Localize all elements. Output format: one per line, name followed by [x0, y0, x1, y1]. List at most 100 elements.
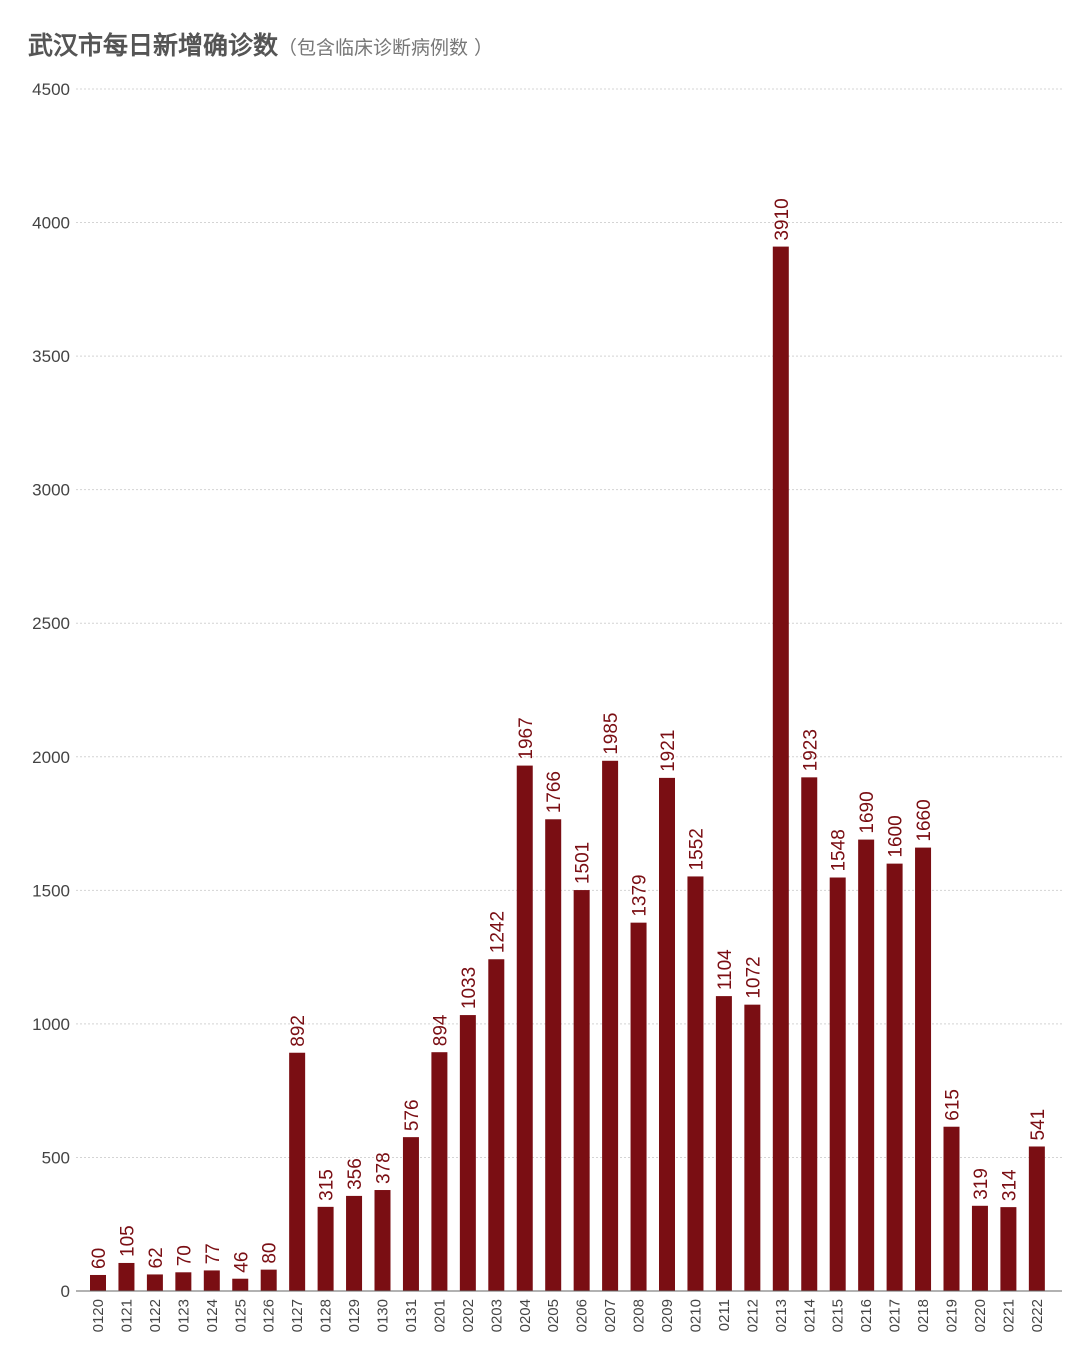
x-tick-label: 0127 [289, 1299, 306, 1332]
bars [90, 246, 1045, 1291]
data-label: 319 [971, 1168, 992, 1200]
bar [90, 1274, 106, 1291]
x-tick-label: 0123 [175, 1299, 192, 1332]
x-axis-ticks: 0120 0121 0122 0123 0124 0125 0126 0127 0128 0129… [90, 1299, 1046, 1332]
bar [118, 1262, 135, 1291]
data-label: 62 [146, 1247, 167, 1268]
bar [630, 922, 647, 1291]
x-tick-label: 0205 [545, 1299, 562, 1332]
data-label: 1600 [886, 815, 907, 857]
data-label: 541 [1028, 1109, 1049, 1141]
bar [915, 847, 932, 1291]
data-label: 1501 [573, 842, 594, 884]
chart-title: 武汉市每日新增确诊数 [28, 31, 279, 60]
y-tick-label: 2500 [32, 614, 70, 633]
bar [943, 1126, 960, 1291]
data-label: 615 [943, 1089, 964, 1121]
data-label: 1379 [630, 874, 651, 916]
bar [317, 1206, 334, 1291]
y-tick-label: 1000 [32, 1015, 70, 1034]
bar [346, 1195, 363, 1291]
x-tick-label: 0204 [517, 1299, 534, 1332]
data-label: 315 [317, 1169, 338, 1201]
bar [232, 1278, 249, 1291]
x-tick-label: 0210 [687, 1299, 704, 1332]
y-tick-label: 3000 [32, 481, 70, 500]
data-label: 1967 [516, 717, 537, 759]
data-label: 1985 [601, 713, 622, 755]
data-label: 46 [231, 1252, 252, 1273]
data-label: 3910 [772, 198, 793, 240]
y-tick-label: 4000 [32, 214, 70, 233]
data-label: 77 [203, 1243, 224, 1264]
x-tick-label: 0207 [602, 1299, 619, 1332]
bar [971, 1205, 988, 1291]
data-label: 1548 [829, 829, 850, 871]
data-label: 80 [260, 1242, 281, 1263]
y-tick-label: 3500 [32, 347, 70, 366]
x-tick-label: 0206 [574, 1299, 591, 1332]
data-label: 1690 [857, 791, 878, 833]
data-label: 576 [402, 1099, 423, 1131]
x-tick-label: 0120 [90, 1299, 107, 1332]
x-tick-label: 0222 [1029, 1299, 1046, 1332]
y-tick-label: 500 [42, 1148, 70, 1167]
bar [402, 1137, 419, 1291]
x-tick-label: 0201 [431, 1299, 448, 1332]
bar [260, 1269, 277, 1291]
x-tick-label: 0211 [716, 1299, 733, 1331]
bar [715, 996, 732, 1291]
x-tick-label: 0216 [858, 1299, 875, 1332]
x-tick-label: 0121 [118, 1299, 135, 1332]
bar [1000, 1207, 1017, 1291]
bar [488, 959, 505, 1291]
chart-title-block: 武汉市每日新增确诊数（包含临床诊断病例数 ） [28, 26, 493, 62]
bar [829, 877, 846, 1291]
x-tick-label: 0126 [261, 1299, 278, 1332]
data-labels: 60 105 62 70 77 46 80 892 315 356 378 576 894 1033 124… [89, 198, 1049, 1272]
x-tick-label: 0220 [972, 1299, 989, 1332]
data-label: 378 [374, 1152, 395, 1184]
bar [431, 1052, 448, 1291]
y-tick-label: 4500 [32, 80, 70, 99]
data-label: 894 [430, 1014, 451, 1046]
bar [459, 1015, 476, 1291]
bar [289, 1052, 306, 1291]
bar [801, 777, 818, 1291]
bar [516, 765, 533, 1291]
x-tick-label: 0130 [375, 1299, 392, 1332]
data-label: 1766 [544, 771, 565, 813]
bar [772, 246, 789, 1291]
bar [146, 1274, 163, 1291]
x-tick-label: 0221 [1000, 1299, 1017, 1332]
data-label: 1660 [914, 799, 935, 841]
bar [545, 819, 562, 1291]
bar [175, 1272, 192, 1291]
bar [744, 1004, 761, 1291]
bar [602, 760, 619, 1291]
data-label: 70 [174, 1245, 195, 1266]
x-tick-label: 0122 [147, 1299, 164, 1332]
bar [659, 777, 675, 1291]
bar [374, 1190, 391, 1291]
data-label: 892 [288, 1015, 309, 1047]
data-label: 314 [999, 1169, 1020, 1201]
data-label: 1552 [686, 828, 707, 870]
data-label: 1242 [487, 911, 508, 953]
y-tick-label: 0 [61, 1282, 70, 1301]
data-label: 1921 [658, 730, 679, 772]
x-tick-label: 0215 [830, 1299, 847, 1332]
data-label: 105 [117, 1225, 138, 1257]
bar [687, 876, 704, 1291]
y-axis-ticks: 0 500 1000 1500 2000 2500 3000 3500 4000 4500 [32, 80, 70, 1301]
bar [886, 863, 903, 1291]
data-label: 1033 [459, 967, 480, 1009]
x-tick-label: 0129 [346, 1299, 363, 1332]
data-label: 356 [345, 1158, 366, 1190]
gridlines [76, 88, 1062, 1158]
x-tick-label: 0203 [488, 1299, 505, 1332]
x-tick-label: 0212 [744, 1299, 761, 1332]
x-tick-label: 0219 [944, 1299, 961, 1332]
bar [1028, 1146, 1045, 1291]
